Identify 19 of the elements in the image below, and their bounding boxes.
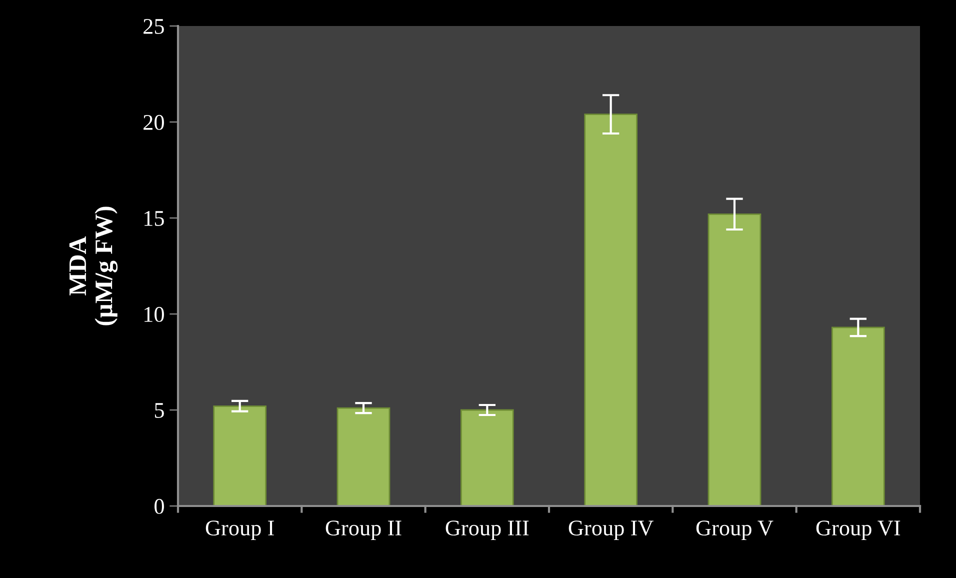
y-tick-label: 20 xyxy=(144,114,164,130)
y-tick-label: 10 xyxy=(144,306,164,322)
bar xyxy=(336,407,390,506)
bar xyxy=(832,326,885,506)
x-tick-label: Group VI xyxy=(816,520,900,540)
y-axis-title: MDA (µM/g FW) xyxy=(69,206,118,326)
y-tick-label: 25 xyxy=(144,18,164,34)
y-tick-label: 5 xyxy=(154,403,164,418)
bar xyxy=(584,114,638,506)
x-tick-label: Group III xyxy=(446,520,529,540)
bar xyxy=(708,213,762,506)
x-tick-label: Group IV xyxy=(568,520,654,540)
bar xyxy=(213,405,266,506)
y-tick-label: 15 xyxy=(144,211,164,226)
x-tick-label: Group I xyxy=(206,520,274,540)
y-tick-label: 0 xyxy=(154,498,164,514)
x-tick-label: Group II xyxy=(326,520,402,540)
bar xyxy=(460,409,514,506)
x-tick-label: Group V xyxy=(696,520,774,540)
